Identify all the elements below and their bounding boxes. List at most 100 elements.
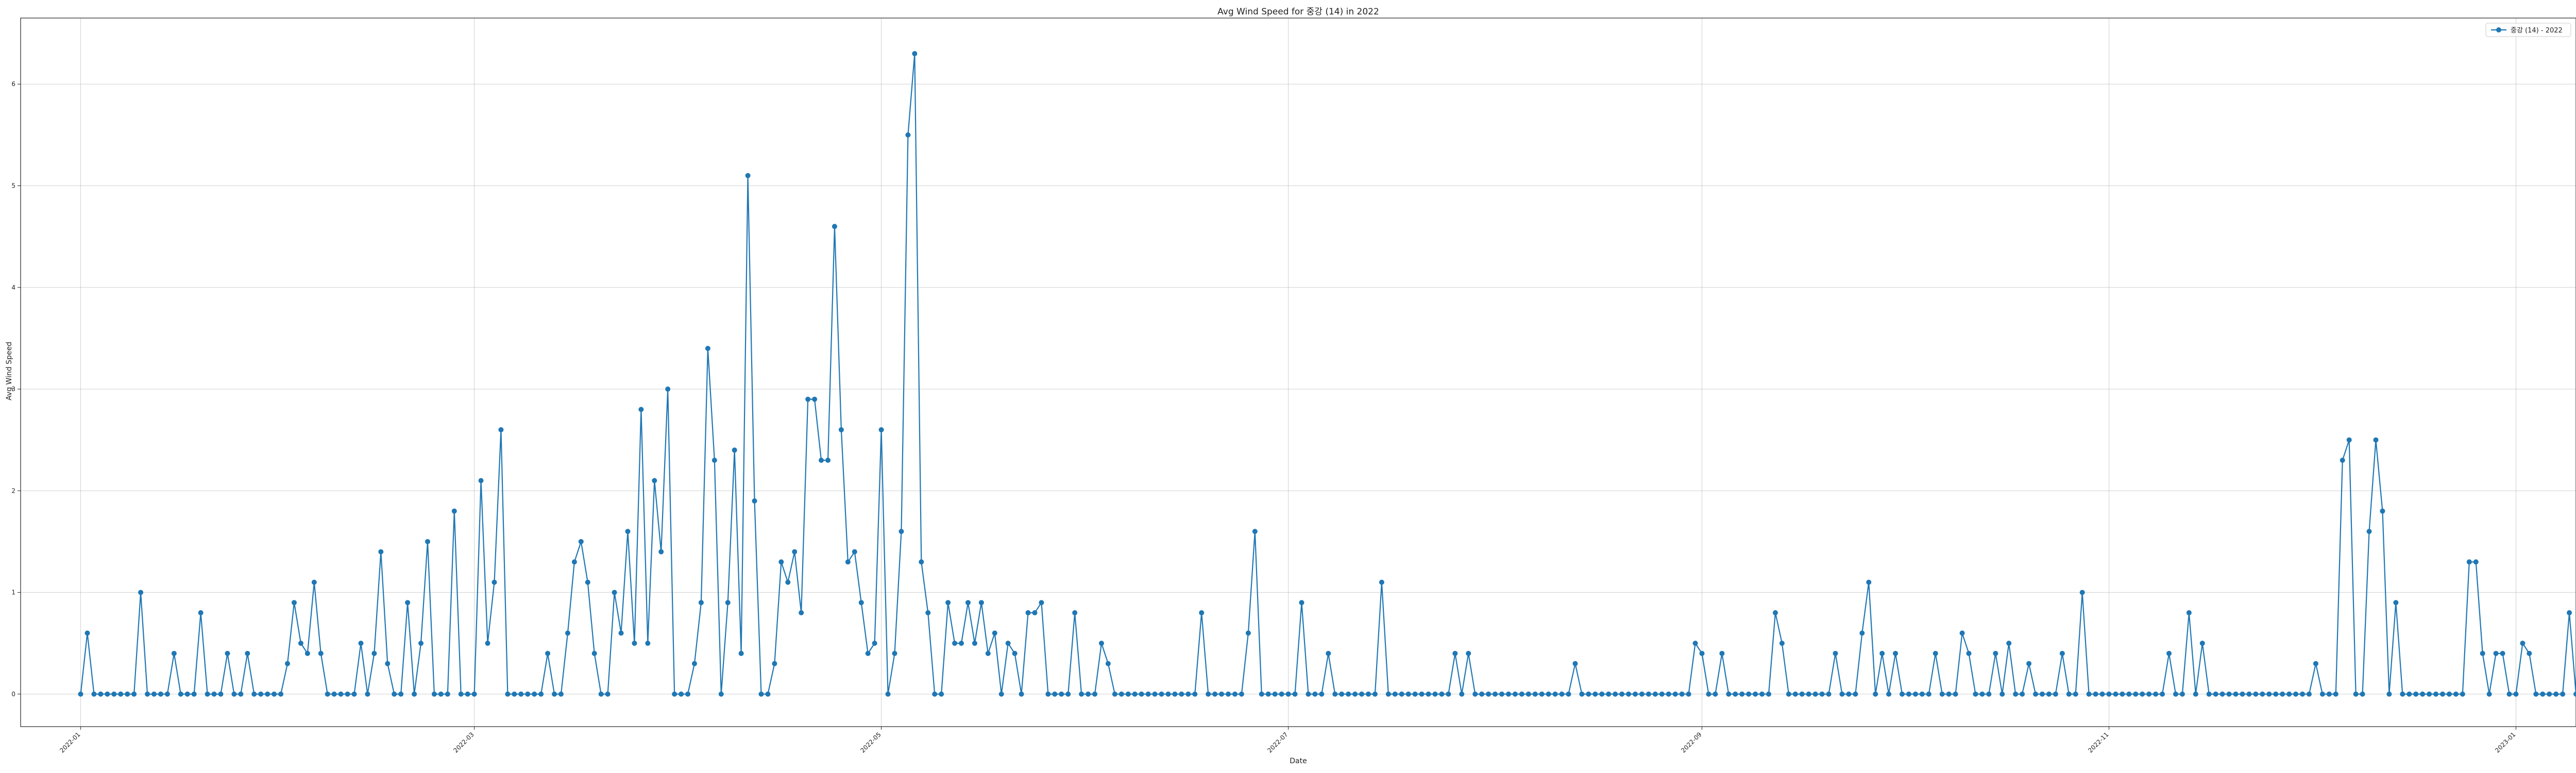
data-point xyxy=(965,600,971,606)
data-point xyxy=(825,458,831,463)
data-point xyxy=(1025,610,1031,616)
data-point xyxy=(2346,437,2352,443)
data-point xyxy=(231,691,237,697)
data-point xyxy=(1519,691,1524,697)
data-point xyxy=(1232,691,1238,697)
data-point xyxy=(1012,650,1018,656)
data-point xyxy=(485,641,490,646)
data-point xyxy=(471,691,477,697)
data-point xyxy=(1993,650,1998,656)
data-point xyxy=(899,529,904,534)
data-point xyxy=(1466,650,1471,656)
data-point xyxy=(2079,590,2085,595)
data-point xyxy=(1666,691,1671,697)
y-tick-label: 6 xyxy=(11,80,15,88)
data-point xyxy=(98,691,104,697)
data-point xyxy=(1346,691,1351,697)
data-point xyxy=(672,691,677,697)
data-point xyxy=(1019,691,1024,697)
data-point xyxy=(1145,691,1151,697)
data-point xyxy=(498,427,504,432)
data-point xyxy=(1005,641,1011,646)
data-point xyxy=(525,691,531,697)
data-point xyxy=(1539,691,1545,697)
data-point xyxy=(1045,691,1051,697)
data-point xyxy=(2053,691,2058,697)
data-point xyxy=(1379,579,1384,585)
data-point xyxy=(1766,691,1771,697)
data-point xyxy=(78,691,83,697)
data-point xyxy=(1532,691,1538,697)
data-point xyxy=(2506,691,2512,697)
data-point xyxy=(2286,691,2292,697)
data-point xyxy=(2306,691,2312,697)
data-point xyxy=(758,691,764,697)
data-point xyxy=(2500,650,2505,656)
data-point xyxy=(1572,661,1578,666)
data-point xyxy=(2413,691,2419,697)
data-point xyxy=(2033,691,2039,697)
data-point xyxy=(2253,691,2259,697)
data-point xyxy=(645,641,651,646)
data-point xyxy=(905,132,911,138)
data-point xyxy=(1385,691,1391,697)
data-point xyxy=(412,691,417,697)
data-point xyxy=(1926,691,1931,697)
data-point xyxy=(2120,691,2125,697)
data-point xyxy=(998,691,1004,697)
data-point xyxy=(405,600,411,606)
data-point xyxy=(438,691,444,697)
plot-frame xyxy=(20,18,2576,727)
data-point xyxy=(2099,691,2105,697)
data-point xyxy=(1759,691,1765,697)
data-point xyxy=(1646,691,1651,697)
data-point xyxy=(2520,641,2526,646)
data-point xyxy=(1946,691,1952,697)
data-point xyxy=(311,579,317,585)
data-point xyxy=(1312,691,1318,697)
y-axis-label: Avg Wind Speed xyxy=(5,342,13,400)
data-point xyxy=(392,691,397,697)
data-point xyxy=(131,691,137,697)
data-point xyxy=(2433,691,2439,697)
data-point xyxy=(518,691,524,697)
data-point xyxy=(1165,691,1171,697)
data-point xyxy=(805,396,811,402)
data-point xyxy=(2353,691,2359,697)
data-point xyxy=(2219,691,2225,697)
data-point xyxy=(451,508,457,514)
data-point xyxy=(1332,691,1338,697)
data-point xyxy=(171,650,177,656)
data-point xyxy=(1252,529,1258,534)
data-point xyxy=(2366,529,2372,534)
data-point xyxy=(1953,691,1958,697)
data-point xyxy=(2086,691,2092,697)
data-point xyxy=(2453,691,2459,697)
data-point xyxy=(2133,691,2139,697)
data-point xyxy=(1212,691,1218,697)
data-point xyxy=(211,691,217,697)
data-point xyxy=(1986,691,1992,697)
data-point xyxy=(865,650,871,656)
data-point xyxy=(184,691,190,697)
data-point xyxy=(2480,650,2485,656)
data-point xyxy=(2246,691,2252,697)
data-point xyxy=(932,691,938,697)
data-point xyxy=(265,691,270,697)
data-point xyxy=(1826,691,1832,697)
data-point xyxy=(1819,691,1825,697)
data-point xyxy=(2199,641,2205,646)
y-tick-label: 1 xyxy=(11,589,15,596)
data-point xyxy=(1446,691,1451,697)
data-point xyxy=(1112,691,1117,697)
data-point xyxy=(2533,691,2539,697)
data-point xyxy=(218,691,224,697)
data-point xyxy=(111,691,117,697)
data-point xyxy=(2059,650,2065,656)
data-point xyxy=(545,650,551,656)
data-point xyxy=(1792,691,1798,697)
data-point xyxy=(745,173,751,178)
data-point xyxy=(2233,691,2239,697)
data-point xyxy=(338,691,344,697)
data-point xyxy=(845,559,851,565)
